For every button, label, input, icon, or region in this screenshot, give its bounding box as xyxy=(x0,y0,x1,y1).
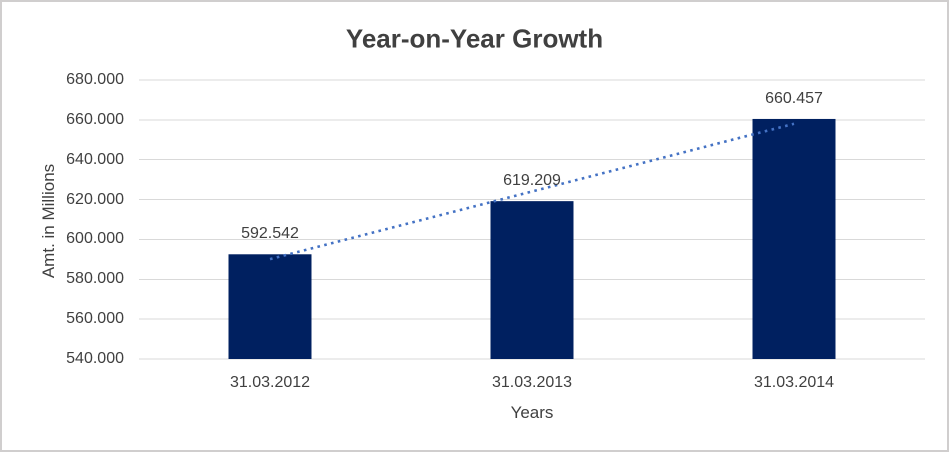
bar-31.03.2014 xyxy=(752,118,836,359)
chart-title: Year-on-Year Growth xyxy=(345,23,604,54)
y-axis-title: Amt. in Millions xyxy=(39,163,58,279)
bar-31.03.2013 xyxy=(490,201,574,359)
x-axis-title: Years xyxy=(510,403,554,422)
bar-31.03.2012 xyxy=(228,254,312,359)
